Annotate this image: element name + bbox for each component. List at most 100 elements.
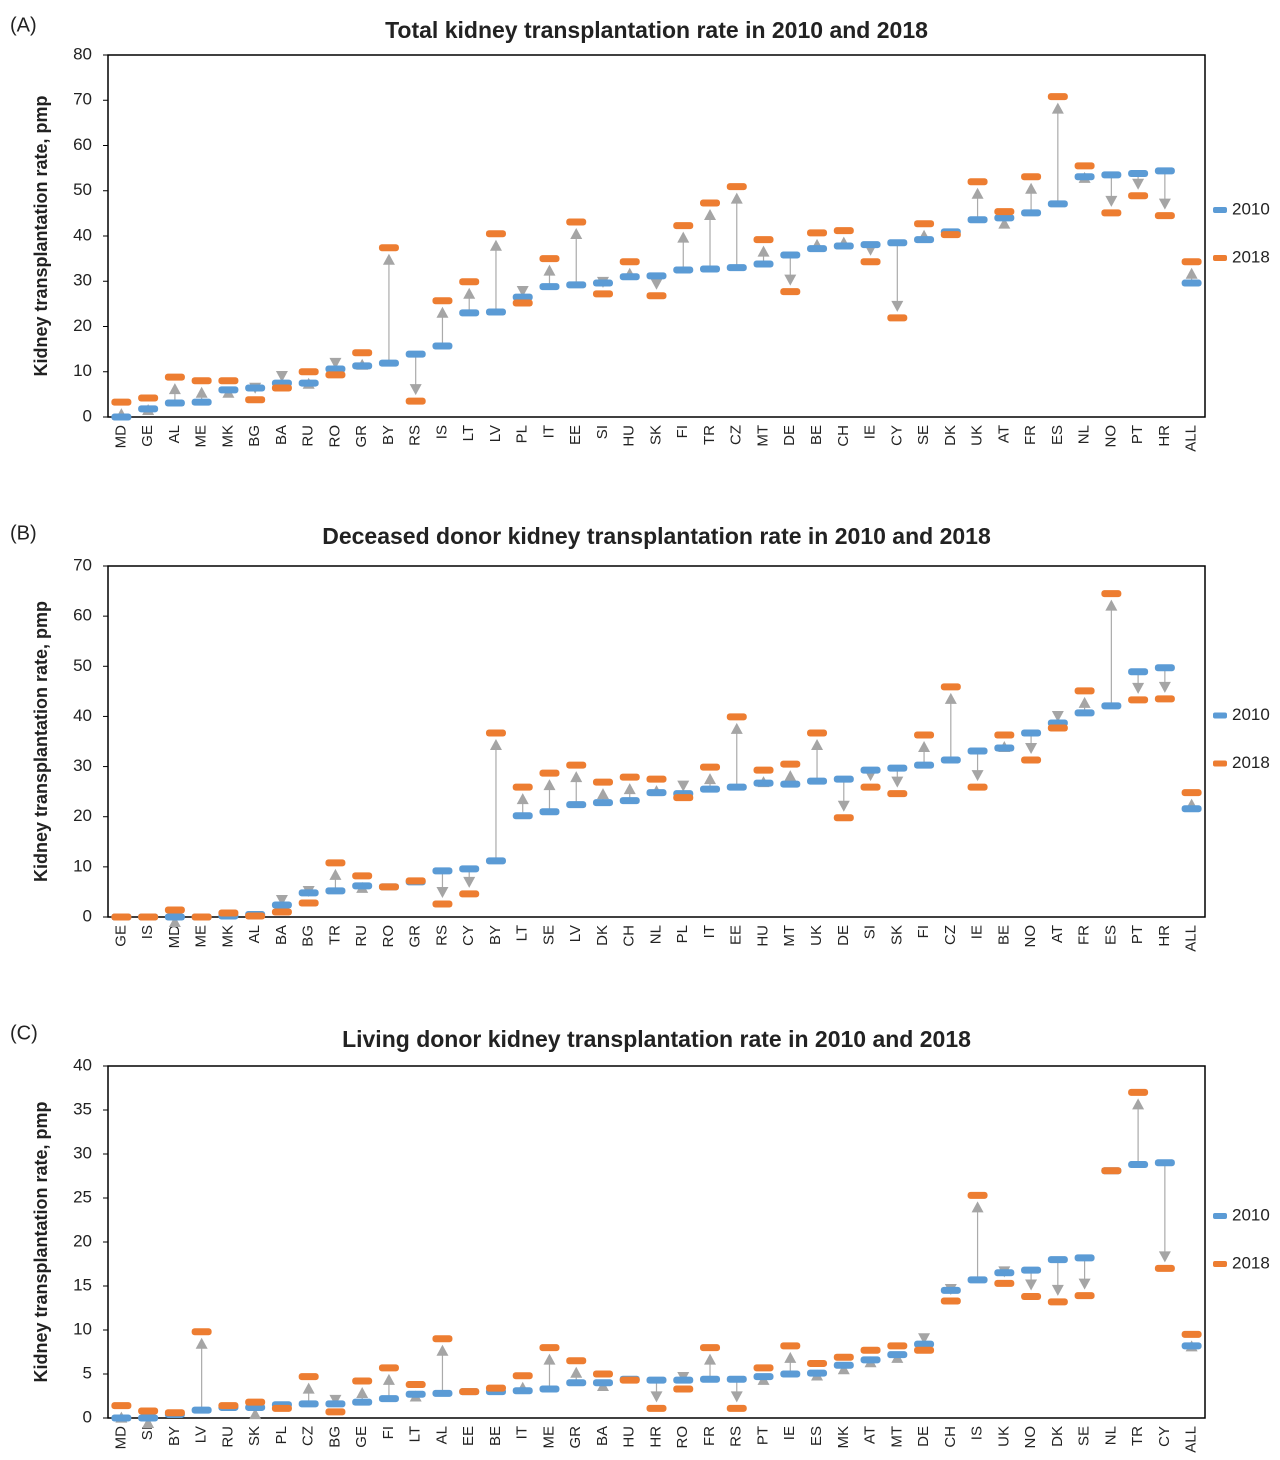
value-dash <box>1021 1266 1042 1274</box>
x-tick-label: CZ <box>300 1426 317 1446</box>
value-dash <box>592 279 613 287</box>
change-arrow <box>275 894 288 906</box>
change-arrow <box>436 886 449 898</box>
change-arrow <box>704 1353 717 1365</box>
x-tick-label: DK <box>942 425 959 446</box>
value-dash <box>352 1377 373 1385</box>
x-tick-label: CZ <box>942 925 959 945</box>
value-dash <box>1128 696 1149 704</box>
legend-label: 2018 <box>1232 1253 1270 1272</box>
value-dash <box>914 761 935 769</box>
change-arrow <box>757 245 770 257</box>
value-dash <box>807 245 828 253</box>
value-dash <box>807 777 828 785</box>
legend-swatch <box>1213 255 1227 261</box>
change-arrow <box>463 876 476 888</box>
value-dash <box>405 397 426 405</box>
value-dash <box>914 236 935 244</box>
change-arrow <box>302 1382 315 1394</box>
value-dash <box>940 683 961 691</box>
value-dash <box>1154 212 1175 220</box>
x-tick-label: LV <box>487 425 504 442</box>
x-tick-label: LV <box>567 925 584 942</box>
value-dash <box>887 1342 908 1350</box>
value-dash <box>726 1404 747 1412</box>
change-arrow <box>1105 599 1118 611</box>
x-tick-label: EE <box>567 425 584 445</box>
value-dash <box>1074 162 1095 170</box>
value-dash <box>700 199 721 207</box>
y-tick-label: 20 <box>73 1231 92 1250</box>
x-tick-label: GE <box>139 425 156 447</box>
x-tick-label: IE <box>969 925 986 939</box>
value-dash <box>539 255 560 263</box>
x-tick-label: IS <box>433 425 450 439</box>
value-dash <box>164 373 185 381</box>
change-arrow <box>489 239 502 251</box>
change-arrow <box>944 692 957 704</box>
value-dash <box>566 218 587 226</box>
value-dash <box>459 1388 480 1396</box>
value-dash <box>1021 173 1042 181</box>
change-arrow <box>543 264 556 276</box>
change-arrow <box>516 793 529 805</box>
value-dash <box>512 299 533 307</box>
x-tick-label: BY <box>487 925 504 945</box>
value-dash <box>1101 209 1122 217</box>
value-dash <box>700 265 721 273</box>
y-axis-label: Kidney transplantation rate, pmp <box>31 95 51 376</box>
value-dash <box>1101 702 1122 710</box>
y-tick-label: 80 <box>73 44 92 63</box>
value-dash <box>138 405 159 413</box>
change-arrow <box>918 740 931 752</box>
value-dash <box>726 264 747 272</box>
change-arrow <box>1051 710 1064 722</box>
y-tick-label: 70 <box>73 555 92 574</box>
x-tick-label: CH <box>942 1426 959 1448</box>
value-dash <box>1101 171 1122 179</box>
x-tick-label: HU <box>621 1426 638 1448</box>
x-tick-label: IS <box>139 925 156 939</box>
value-dash <box>592 799 613 807</box>
x-tick-label: EE <box>728 925 745 945</box>
value-dash <box>967 178 988 186</box>
y-tick-label: 30 <box>73 1143 92 1162</box>
value-dash <box>566 801 587 809</box>
y-tick-label: 60 <box>73 606 92 625</box>
y-tick-label: 60 <box>73 135 92 154</box>
x-tick-label: CY <box>1156 1426 1173 1447</box>
x-tick-label: FR <box>1022 425 1039 445</box>
change-arrow <box>677 780 690 792</box>
x-tick-label: BG <box>246 425 263 447</box>
value-dash <box>138 1414 159 1422</box>
value-dash <box>592 290 613 298</box>
x-tick-label: BE <box>995 925 1012 945</box>
value-dash <box>432 1389 453 1397</box>
x-tick-label: SK <box>647 425 664 445</box>
value-dash <box>860 1346 881 1354</box>
change-arrow <box>704 208 717 220</box>
change-arrow <box>1158 1251 1171 1263</box>
x-tick-label: SI <box>862 925 879 939</box>
value-dash <box>352 872 373 880</box>
value-dash <box>138 394 159 402</box>
value-dash <box>833 1353 854 1361</box>
change-arrow <box>784 770 797 782</box>
x-tick-label: SK <box>888 925 905 945</box>
value-dash <box>325 371 346 379</box>
value-dash <box>298 899 319 907</box>
y-tick-label: 50 <box>73 180 92 199</box>
value-dash <box>1021 209 1042 217</box>
x-tick-label: DK <box>1049 1426 1066 1447</box>
x-tick-label: LT <box>514 925 531 941</box>
value-dash <box>833 242 854 250</box>
legend-label: 2010 <box>1232 1205 1270 1224</box>
chart-title: Living donor kidney transplantation rate… <box>342 1026 971 1052</box>
value-dash <box>700 785 721 793</box>
value-dash <box>1101 1167 1122 1175</box>
x-tick-label: IT <box>701 925 718 938</box>
value-dash <box>191 913 212 921</box>
x-tick-label: ME <box>540 1426 557 1449</box>
x-tick-label: NO <box>1102 425 1119 448</box>
change-arrow <box>730 1391 743 1403</box>
